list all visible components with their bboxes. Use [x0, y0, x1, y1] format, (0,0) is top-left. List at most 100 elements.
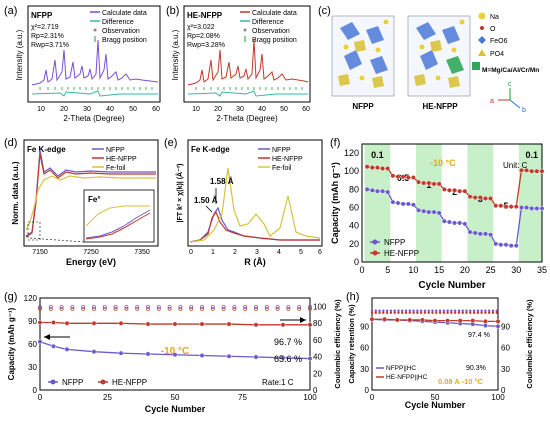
panel-b-stat-3: Rwp=3.28% — [187, 42, 225, 49]
panel-b-xtick: 20 — [214, 106, 222, 113]
g-ce-point — [113, 304, 118, 309]
panel-a-legend-4: Bragg position — [102, 37, 147, 44]
panel-d-xtick: 7250 — [83, 249, 99, 256]
g-ce-point — [286, 304, 291, 309]
panel-h-ret-a: 97.4 % — [468, 332, 490, 339]
g-he-nfpp-point — [253, 322, 259, 328]
panel-e-legend-3: Fe-foil — [272, 165, 292, 172]
f-nfpp-point — [539, 206, 545, 211]
g-he-nfpp-point — [91, 320, 97, 326]
f-nfpp-point — [462, 221, 468, 227]
g-ce-point — [146, 306, 150, 311]
g-he-nfpp-point — [64, 320, 70, 326]
g-ce-point — [275, 306, 280, 311]
h-ce-point — [385, 311, 389, 314]
panel-a-xtick: 60 — [152, 106, 160, 113]
g-ce-point — [221, 304, 226, 309]
panel-f-xtick: 10 — [408, 265, 418, 275]
h-ce-point — [412, 309, 415, 312]
panel-g-xlabel: Cycle Number — [145, 404, 206, 414]
f-nfpp-point — [395, 200, 401, 206]
panel-f-ytick: 20 — [349, 239, 359, 249]
axis-a-label: a — [490, 98, 494, 105]
f-he-nfpp-point — [411, 175, 416, 180]
h-ce-point — [419, 311, 423, 314]
panel-h-ylabel2: Coulombic efficiency (%) — [525, 299, 534, 389]
panel-f-ytick: 120 — [344, 148, 359, 158]
f-nfpp-point — [457, 220, 463, 226]
f-he-nfpp-point — [472, 195, 478, 200]
panel-e-xtick: 5 — [299, 249, 303, 256]
panel-h-xtick: 50 — [431, 393, 440, 402]
f-he-nfpp-point — [405, 175, 411, 180]
panel-a-xtick: 50 — [129, 106, 137, 113]
panel-h-y2tick: 60 — [501, 344, 510, 353]
panel-c-name-nfpp: NFPP — [352, 102, 374, 111]
f-he-nfpp-point — [498, 203, 504, 209]
panel-f-legend-2: HE-NFPP — [384, 249, 419, 258]
f-he-nfpp-point — [488, 196, 493, 201]
panel-d-xtick: 7150 — [32, 249, 48, 256]
h-he-nfpp-point — [419, 317, 425, 323]
g-nfpp-point — [118, 350, 124, 356]
panel-b-label: (b) — [166, 5, 179, 17]
g-ce-point — [156, 306, 161, 311]
g-ce-point — [200, 304, 204, 309]
panel-a-legend-1: Calculate data — [102, 10, 147, 17]
g-he-nfpp-point — [145, 321, 151, 327]
h-ce-point — [476, 311, 480, 314]
panel-e-xtick: 6 — [318, 249, 322, 256]
panel-g-xtick: 50 — [171, 393, 180, 402]
g-ce-point — [210, 306, 215, 311]
h-ce-point — [450, 309, 453, 312]
h-ce-point — [469, 309, 472, 312]
panel-g-y2tick: 100 — [313, 302, 327, 311]
panel-e-legend-2: HE-NFPP — [272, 156, 303, 163]
panel-a-stat-3: Rwp=3.71% — [31, 42, 69, 49]
panel-a-xtick: 40 — [106, 106, 114, 113]
g-ce-point — [70, 306, 75, 311]
h-ce-point — [370, 311, 374, 314]
f-he-nfpp-point — [483, 196, 488, 201]
f-nfpp-point — [524, 205, 529, 210]
f-nfpp-point — [529, 206, 535, 211]
h-ce-point — [389, 311, 393, 314]
h-ce-point — [423, 309, 427, 312]
h-ce-point — [389, 309, 393, 312]
h-ce-point — [491, 309, 495, 312]
f-he-nfpp-point — [436, 181, 442, 187]
g-ce-point — [48, 304, 53, 309]
panel-e-xtick: 4 — [277, 249, 281, 256]
h-ce-point — [374, 311, 377, 314]
panel-f-ytick: 0 — [354, 257, 359, 267]
panel-a-label: (a) — [4, 5, 17, 17]
panel-c-name-he-nfpp: HE-NFPP — [422, 102, 458, 111]
h-ce-point — [419, 309, 423, 312]
f-nfpp-point — [503, 242, 509, 248]
f-nfpp-point — [513, 243, 519, 249]
panel-h-ret-b: 90.3% — [466, 365, 486, 372]
h-ce-point — [435, 309, 438, 312]
panel-g-rate: Rate:1 C — [262, 378, 294, 387]
g-ce-point — [102, 306, 107, 311]
h-ce-point — [487, 311, 491, 314]
panel-g-ytick: 30 — [28, 363, 37, 372]
panel-c: (c) NFPP HE-NFPP Na — [318, 5, 539, 114]
f-nfpp-point — [447, 219, 452, 225]
g-ce-point — [92, 304, 96, 309]
h-ce-point — [416, 311, 419, 314]
panel-h-ylabel: Capacity retention (%) — [347, 304, 356, 384]
panel-g-y2tick: 20 — [313, 369, 322, 378]
g-nfpp-point — [280, 355, 286, 361]
g-ce-point — [135, 304, 140, 309]
g-ce-point — [156, 304, 161, 309]
panel-a-xlabel: 2-Theta (Degree) — [63, 114, 125, 123]
panel-a-legend-3: Observation — [102, 28, 140, 35]
g-ce-point — [102, 304, 107, 309]
panel-g-ret-he: 96.7 % — [274, 337, 302, 347]
h-ce-point — [393, 309, 396, 312]
panel-g-xtick: 100 — [303, 393, 317, 402]
panel-b-ylabel: Intensity (a.u.) — [171, 29, 180, 80]
g-nfpp-point — [37, 339, 43, 345]
h-ce-point — [484, 309, 487, 312]
